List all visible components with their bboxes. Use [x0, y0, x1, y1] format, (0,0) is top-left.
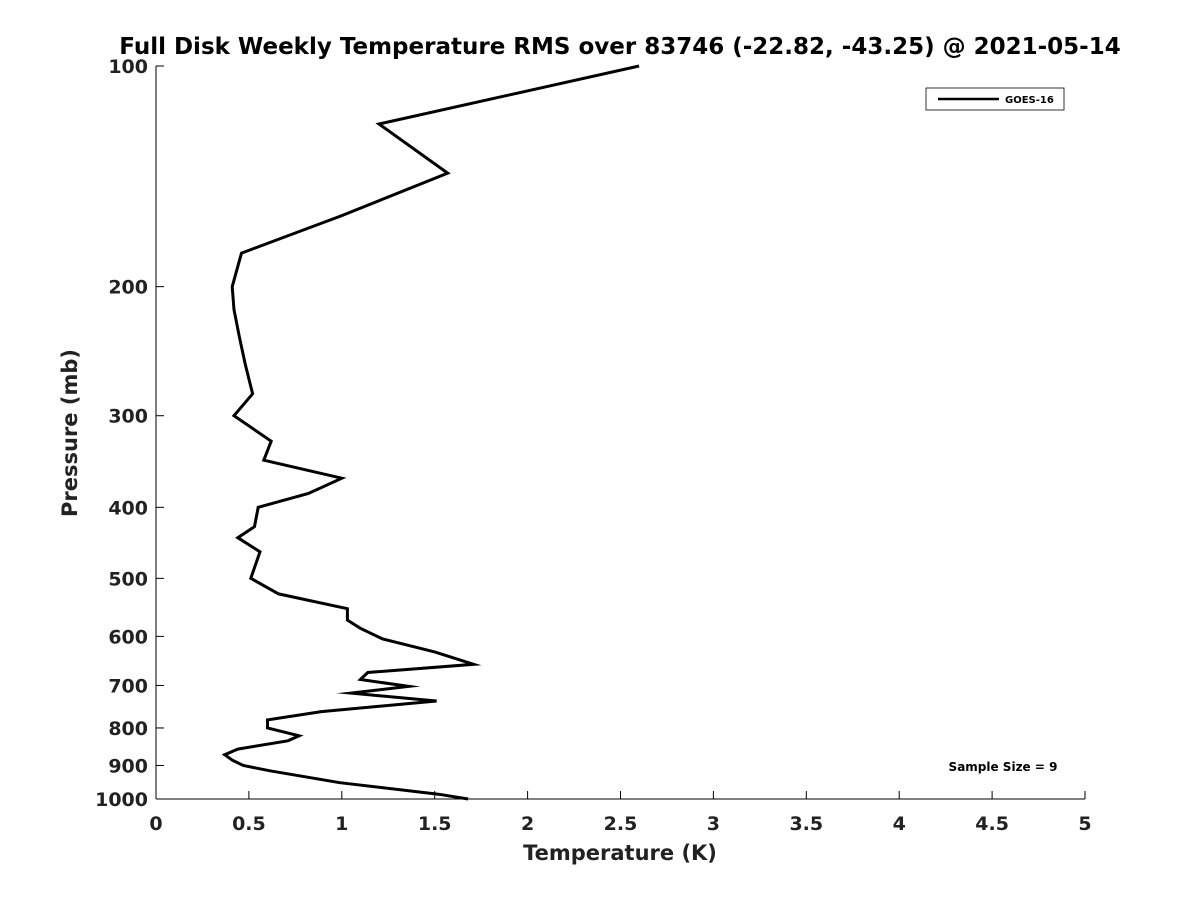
legend-label-goes-16: GOES-16	[1005, 95, 1054, 106]
y-tick-label: 500	[108, 568, 148, 590]
x-tick-label: 2.5	[604, 813, 638, 835]
x-ticks: 0 0.5 1 1.5 2 2.5 3 3.5 4 4.5 5	[149, 791, 1092, 835]
x-tick-label: 4.5	[975, 813, 1009, 835]
x-tick-label: 1.5	[418, 813, 452, 835]
y-tick-label: 400	[108, 497, 148, 519]
y-tick-label: 100	[108, 56, 148, 78]
x-axis-label: Temperature (K)	[523, 841, 717, 865]
y-tick-label: 800	[108, 718, 148, 740]
series-line-goes-16	[221, 64, 640, 801]
x-tick-label: 4	[893, 813, 906, 835]
y-tick-label: 300	[108, 406, 148, 428]
y-tick-label: 200	[108, 277, 148, 299]
x-tick-label: 3.5	[789, 813, 823, 835]
y-tick-label: 900	[108, 755, 148, 777]
x-tick-label: 0.5	[232, 813, 266, 835]
y-tick-label: 600	[108, 626, 148, 648]
x-tick-label: 5	[1078, 813, 1091, 835]
legend: GOES-16	[925, 87, 1065, 111]
y-axis-label: Pressure (mb)	[58, 349, 82, 517]
x-tick-label: 0	[149, 813, 162, 835]
y-ticks: 100 200 300 400 500 600 700 800 900 1000	[95, 56, 164, 811]
chart-title: Full Disk Weekly Temperature RMS over 83…	[119, 34, 1121, 60]
x-tick-label: 3	[707, 813, 720, 835]
y-tick-label: 700	[108, 675, 148, 697]
x-tick-label: 2	[521, 813, 534, 835]
sample-size-annotation: Sample Size = 9	[949, 760, 1058, 774]
series-group	[221, 64, 640, 801]
y-tick-label: 1000	[95, 789, 148, 811]
x-tick-label: 1	[335, 813, 348, 835]
